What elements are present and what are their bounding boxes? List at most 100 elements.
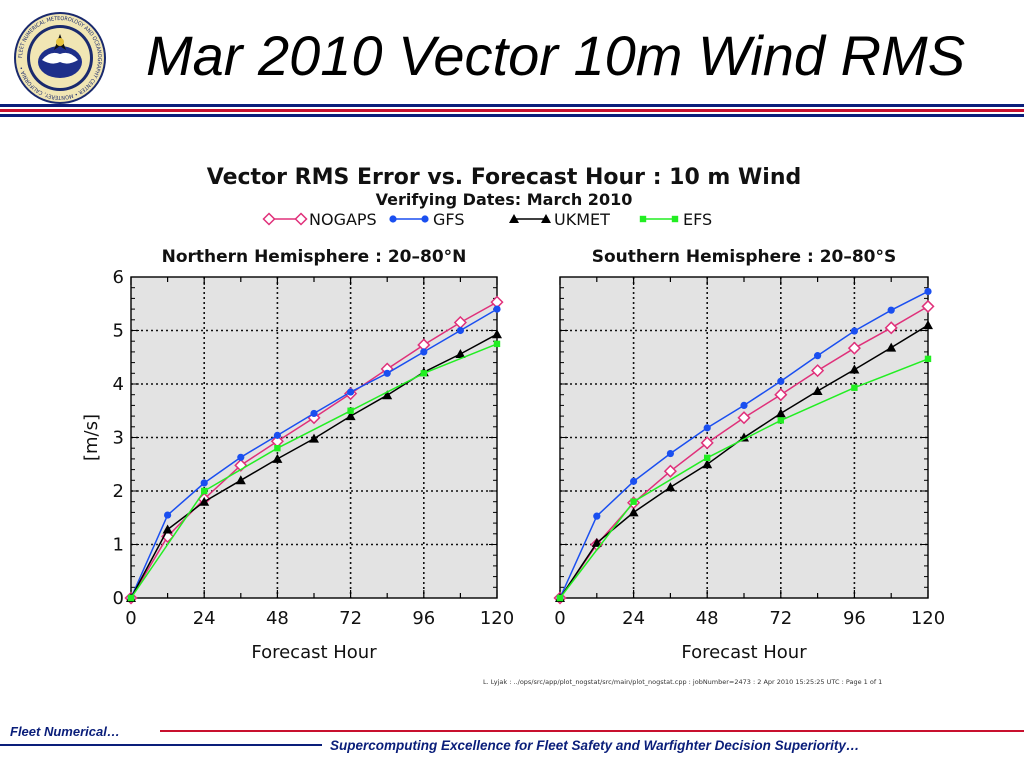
data-point bbox=[273, 431, 281, 439]
data-point bbox=[811, 364, 825, 378]
x-tick-label: 120 bbox=[911, 608, 945, 629]
data-point bbox=[456, 326, 464, 335]
data-point bbox=[493, 305, 501, 313]
x-tick-label: 0 bbox=[554, 608, 565, 629]
legend-item-nogaps: NOGAPS bbox=[262, 210, 377, 229]
data-point bbox=[347, 407, 354, 414]
legend-marker bbox=[294, 212, 308, 226]
data-point bbox=[739, 432, 749, 442]
data-point bbox=[666, 449, 675, 458]
y-axis-label: [m/s] bbox=[81, 414, 102, 461]
slide-title: Mar 2010 Vector 10m Wind RMS bbox=[146, 24, 966, 87]
data-point bbox=[775, 408, 786, 418]
data-point bbox=[704, 454, 711, 462]
legend-marker bbox=[421, 215, 429, 223]
data-point bbox=[812, 385, 823, 395]
legend-item-gfs: GFS bbox=[389, 210, 464, 229]
x-tick-label: 96 bbox=[843, 608, 866, 629]
data-point bbox=[921, 299, 935, 313]
data-point bbox=[345, 411, 356, 421]
data-point bbox=[237, 453, 245, 461]
series-efs bbox=[127, 340, 501, 602]
data-point bbox=[847, 341, 861, 355]
legend-marker bbox=[389, 215, 397, 223]
data-point bbox=[199, 496, 210, 506]
chart-legend: NOGAPS GFS UKMET EFS bbox=[262, 210, 712, 229]
data-point bbox=[591, 537, 602, 547]
data-point bbox=[923, 320, 933, 330]
legend-marker bbox=[262, 212, 276, 226]
y-tick-label: 4 bbox=[113, 374, 124, 395]
y-tick-label: 3 bbox=[113, 428, 124, 449]
series-line bbox=[130, 343, 498, 599]
legend-marker bbox=[541, 214, 551, 223]
data-point bbox=[774, 388, 788, 402]
data-point bbox=[814, 352, 822, 360]
data-point bbox=[235, 475, 246, 485]
data-point bbox=[737, 411, 751, 425]
data-point bbox=[164, 511, 172, 519]
data-point bbox=[887, 306, 895, 314]
data-point bbox=[593, 512, 601, 520]
data-point bbox=[201, 487, 208, 495]
legend-label: EFS bbox=[683, 210, 712, 229]
data-point bbox=[420, 370, 427, 377]
x-axis-label: Forecast Hour bbox=[681, 642, 807, 663]
y-tick-label: 2 bbox=[113, 481, 124, 502]
data-point bbox=[886, 342, 897, 352]
legend-label: GFS bbox=[433, 210, 464, 229]
legend-item-efs: EFS bbox=[639, 210, 712, 229]
data-point bbox=[309, 433, 319, 443]
legend-marker bbox=[671, 215, 679, 223]
data-point bbox=[884, 321, 898, 335]
chart-subtitle: Verifying Dates: March 2010 bbox=[376, 190, 633, 209]
panel-title: Southern Hemisphere : 20–80°S bbox=[592, 247, 897, 267]
data-point bbox=[777, 377, 785, 385]
data-point bbox=[702, 459, 713, 469]
legend-item-ukmet: UKMET bbox=[509, 210, 610, 229]
legend-label: UKMET bbox=[554, 210, 610, 229]
data-point bbox=[274, 445, 281, 452]
y-tick-label: 0 bbox=[113, 588, 124, 609]
legend-marker bbox=[639, 215, 647, 223]
data-point bbox=[200, 479, 208, 487]
x-tick-label: 96 bbox=[412, 608, 435, 629]
data-point bbox=[383, 369, 391, 377]
chart-panels: Northern Hemisphere : 20–80°N0 24 48 72 96 12… bbox=[81, 247, 945, 663]
footer-tagline: Supercomputing Excellence for Fleet Safe… bbox=[330, 738, 860, 753]
y-tick-label: 1 bbox=[113, 535, 124, 556]
data-point bbox=[628, 507, 639, 517]
data-point bbox=[777, 417, 784, 424]
data-point bbox=[556, 594, 564, 602]
chart-title: Vector RMS Error vs. Forecast Hour : 10 … bbox=[207, 165, 801, 190]
x-tick-label: 24 bbox=[622, 608, 645, 629]
header-rule bbox=[0, 104, 1024, 117]
x-tick-label: 48 bbox=[696, 608, 719, 629]
data-point bbox=[740, 401, 748, 409]
series-efs bbox=[556, 355, 932, 602]
rms-error-chart: Vector RMS Error vs. Forecast Hour : 10 … bbox=[81, 165, 945, 686]
data-point bbox=[162, 524, 173, 534]
panel-title: Northern Hemisphere : 20–80°N bbox=[162, 247, 467, 267]
data-point bbox=[851, 384, 858, 391]
footer-rule bbox=[0, 730, 1024, 746]
y-tick-label: 5 bbox=[113, 321, 124, 342]
data-point bbox=[493, 340, 501, 348]
data-point bbox=[492, 329, 502, 339]
x-axis-label: Forecast Hour bbox=[251, 642, 377, 663]
x-tick-label: 48 bbox=[266, 608, 289, 629]
plot-frame bbox=[559, 276, 929, 599]
data-point bbox=[924, 355, 932, 363]
data-point bbox=[127, 594, 135, 602]
data-point bbox=[630, 477, 638, 485]
series-line bbox=[559, 358, 929, 599]
panel-northern: Northern Hemisphere : 20–80°N0 24 48 72 96 12… bbox=[81, 247, 514, 663]
data-point bbox=[849, 364, 860, 374]
data-point bbox=[455, 349, 466, 359]
chart-credit: L. Lyjak : ../ops/src/app/plot_nogstat/s… bbox=[483, 678, 882, 686]
data-point bbox=[272, 453, 283, 463]
legend-marker bbox=[509, 214, 519, 223]
data-point bbox=[703, 424, 711, 432]
fleet-numerical-seal-icon: FLEET NUMERICAL METEOROLOGY AND OCEANOGR… bbox=[14, 12, 106, 104]
footer-org-name: Fleet Numerical… bbox=[10, 724, 120, 739]
